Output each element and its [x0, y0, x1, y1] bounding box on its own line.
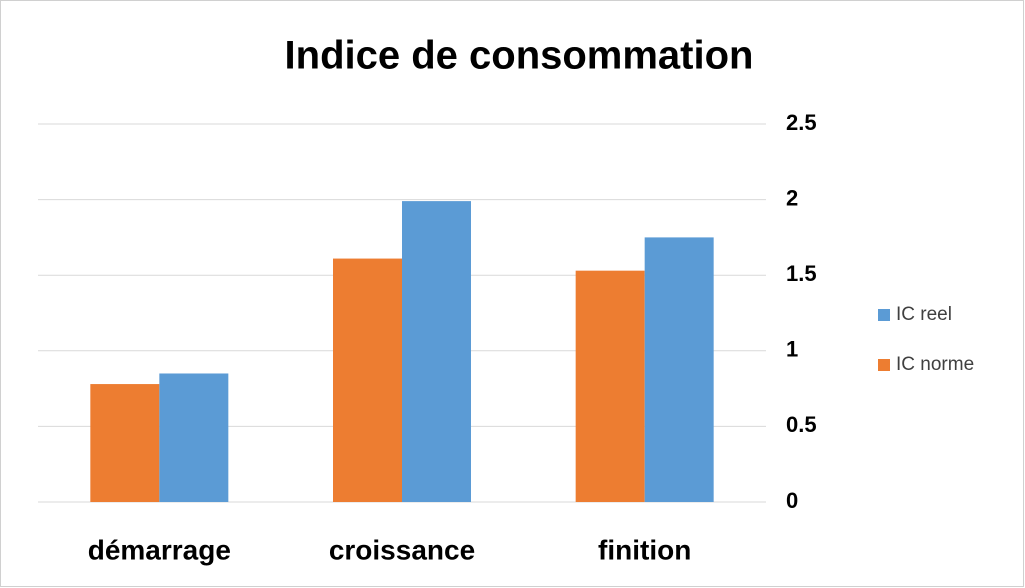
- legend-swatch: [878, 309, 890, 321]
- legend-label: IC norme: [896, 354, 974, 375]
- bar: [402, 201, 471, 502]
- y-tick-label: 1: [786, 337, 798, 362]
- legend-label: IC reel: [896, 304, 952, 325]
- y-tick-label: 1.5: [786, 261, 817, 286]
- x-tick-label: croissance: [329, 534, 475, 565]
- bar: [575, 270, 645, 502]
- bar: [159, 373, 229, 502]
- chart-title: Indice de consommation: [285, 34, 754, 78]
- y-tick-label: 2: [786, 185, 798, 210]
- bar: [90, 384, 160, 502]
- x-tick-label: finition: [598, 534, 691, 565]
- bar: [644, 237, 714, 502]
- y-tick-label: 0.5: [786, 412, 817, 437]
- y-tick-label: 2.5: [786, 110, 817, 135]
- x-tick-label: démarrage: [88, 534, 231, 565]
- legend-swatch: [878, 359, 890, 371]
- bar: [333, 258, 402, 502]
- y-tick-label: 0: [786, 488, 798, 513]
